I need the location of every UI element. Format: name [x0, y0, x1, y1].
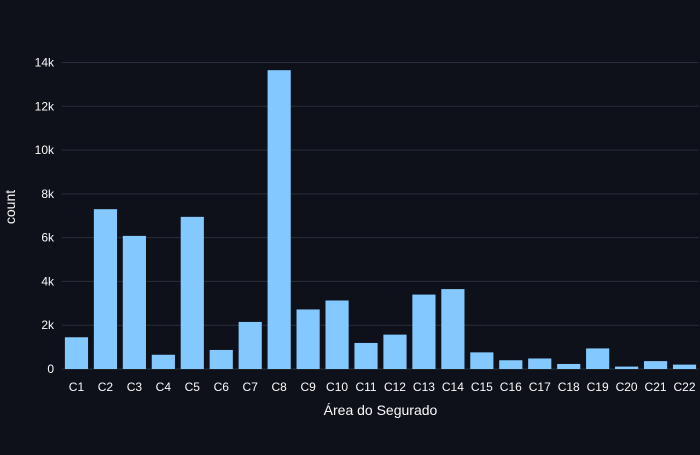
bar-C22[interactable] — [672, 364, 697, 369]
x-tick-label-C6: C6 — [214, 380, 230, 394]
x-tick-label-C7: C7 — [243, 380, 259, 394]
x-tick-label-C12: C12 — [384, 380, 406, 394]
x-tick-label-C20: C20 — [616, 380, 638, 394]
x-tick-label-C1: C1 — [69, 380, 85, 394]
x-tick-label-C16: C16 — [500, 380, 522, 394]
bar-C6[interactable] — [209, 349, 233, 369]
bar-C14[interactable] — [441, 289, 465, 369]
y-tick-label-2k: 2k — [41, 318, 55, 332]
bar-C5[interactable] — [180, 216, 204, 369]
x-tick-label-C13: C13 — [413, 380, 435, 394]
bar-C12[interactable] — [383, 334, 407, 369]
bar-C17[interactable] — [528, 358, 552, 369]
y-tick-label-4k: 4k — [41, 274, 55, 288]
bar-C2[interactable] — [93, 209, 118, 369]
x-tick-label-C19: C19 — [587, 380, 609, 394]
y-tick-label-14k: 14k — [35, 56, 55, 70]
x-tick-label-C21: C21 — [645, 380, 667, 394]
bar-C18[interactable] — [557, 363, 581, 369]
x-tick-label-C18: C18 — [558, 380, 580, 394]
x-tick-label-C14: C14 — [442, 380, 464, 394]
bar-C11[interactable] — [354, 342, 378, 369]
x-tick-label-C15: C15 — [471, 380, 493, 394]
x-axis-ticks: C1 C2 C3 C4 C5 C6 C7 C8 C9 C10 C11 C12 C13 C14 C15 C16 C… — [69, 380, 696, 394]
y-tick-label-6k: 6k — [41, 231, 55, 245]
bar-C19[interactable] — [586, 348, 610, 369]
bar-C8[interactable] — [267, 70, 291, 370]
bar-C10[interactable] — [325, 300, 349, 369]
x-tick-label-C5: C5 — [185, 380, 201, 394]
y-tick-label-12k: 12k — [35, 99, 55, 113]
x-tick-label-C22: C22 — [674, 380, 696, 394]
y-axis-title: count — [2, 190, 18, 224]
bar-C9[interactable] — [296, 309, 320, 369]
bar-C16[interactable] — [499, 360, 523, 369]
y-tick-label-8k: 8k — [41, 187, 55, 201]
y-axis-ticks: 0 2k 4k 6k 8k 10k 12k 14k — [35, 56, 55, 376]
y-tick-label-0: 0 — [47, 362, 54, 376]
x-tick-label-C8: C8 — [271, 380, 287, 394]
x-tick-label-C2: C2 — [98, 380, 114, 394]
x-tick-label-C10: C10 — [326, 380, 348, 394]
y-tick-label-10k: 10k — [35, 143, 55, 157]
bar-C15[interactable] — [470, 352, 494, 369]
x-tick-label-C17: C17 — [529, 380, 551, 394]
bar-C1[interactable] — [64, 337, 89, 369]
x-axis-title: Área do Segurado — [324, 402, 438, 418]
x-tick-label-C11: C11 — [355, 380, 376, 394]
bar-C4[interactable] — [151, 354, 175, 369]
bar-C3[interactable] — [122, 235, 146, 369]
bars — [64, 70, 697, 370]
x-tick-label-C4: C4 — [156, 380, 172, 394]
bar-C20[interactable] — [615, 366, 639, 369]
x-tick-label-C3: C3 — [127, 380, 143, 394]
bar-C7[interactable] — [238, 321, 262, 369]
x-tick-label-C9: C9 — [300, 380, 316, 394]
bar-C21[interactable] — [643, 361, 668, 369]
bar-C13[interactable] — [412, 294, 436, 369]
